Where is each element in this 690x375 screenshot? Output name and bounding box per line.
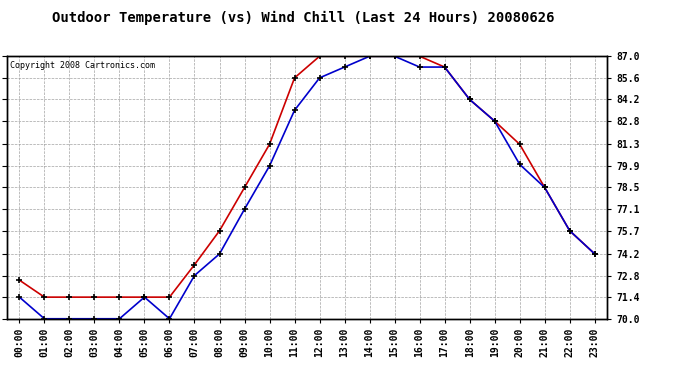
Text: Copyright 2008 Cartronics.com: Copyright 2008 Cartronics.com xyxy=(10,62,155,70)
Text: Outdoor Temperature (vs) Wind Chill (Last 24 Hours) 20080626: Outdoor Temperature (vs) Wind Chill (Las… xyxy=(52,11,555,26)
